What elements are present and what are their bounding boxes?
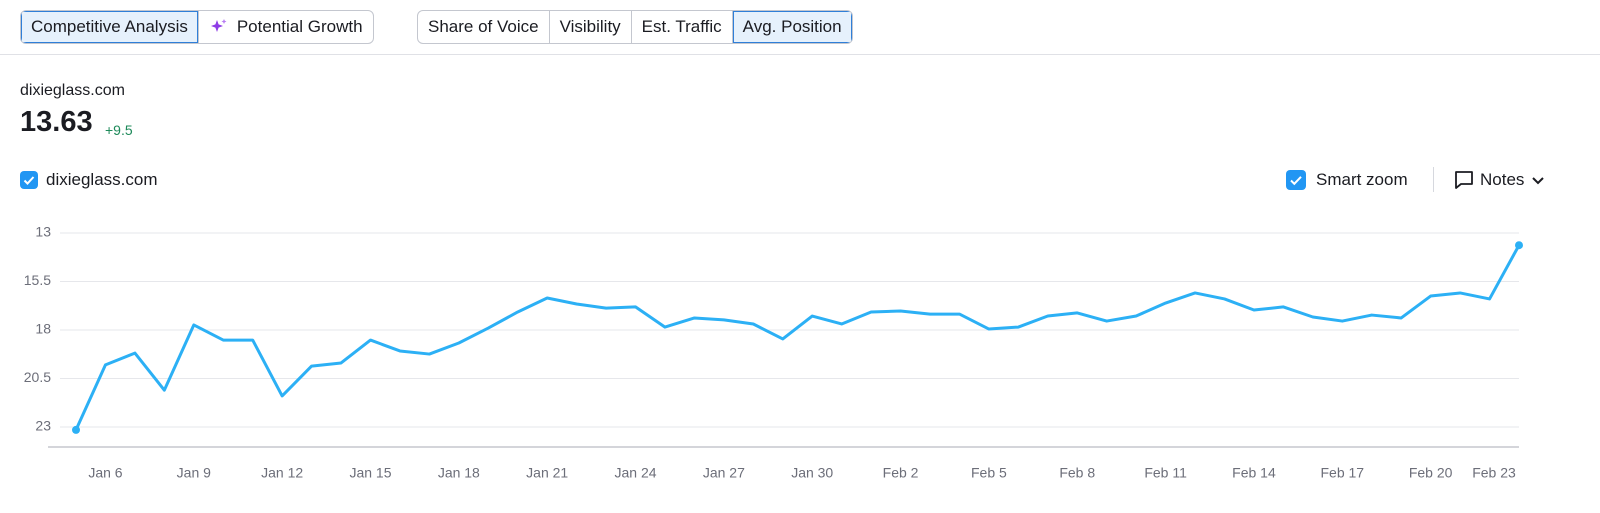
notes-label: Notes — [1480, 170, 1525, 189]
x-tick-label: Feb 5 — [971, 465, 1007, 481]
tab-label: Share of Voice — [428, 17, 539, 36]
domain: dixieglass.com — [20, 82, 125, 99]
legend-item[interactable]: dixieglass.com — [20, 170, 158, 190]
notes-icon — [1455, 171, 1473, 189]
tab[interactable]: Est. Traffic — [630, 11, 732, 43]
tab-label: Potential Growth — [236, 17, 363, 36]
tab-label: Competitive Analysis — [31, 17, 188, 36]
x-tick-label: Jan 18 — [438, 465, 480, 481]
tab-label: Avg. Position — [742, 17, 842, 36]
value: 13.63 — [20, 106, 93, 138]
mode-tabs: Competitive Analysis Potential Growth — [20, 10, 374, 44]
x-tick-label: Jan 24 — [615, 465, 657, 481]
tab-label: Visibility — [559, 17, 621, 36]
x-tick-label: Feb 17 — [1321, 465, 1365, 481]
x-tick-label: Feb 8 — [1059, 465, 1095, 481]
checkbox — [1286, 170, 1306, 190]
checkbox — [20, 171, 38, 189]
x-tick-label: Feb 20 — [1409, 465, 1453, 481]
y-tick-label: 15.5 — [24, 272, 51, 288]
chevron — [1532, 177, 1545, 185]
x-tick-label: Jan 21 — [526, 465, 568, 481]
tab[interactable]: Avg. Position — [731, 11, 852, 43]
y-tick-label: 23 — [35, 418, 51, 434]
x-tick-label: Jan 9 — [177, 465, 211, 481]
change: +9.5 — [105, 122, 133, 138]
tab-label: Est. Traffic — [641, 17, 722, 36]
smart-zoom[interactable]: Smart zoom — [1286, 170, 1408, 190]
end-point — [72, 425, 80, 434]
x-tick-label: Jan 30 — [791, 465, 833, 481]
x-tick-label: Feb 2 — [883, 465, 919, 481]
line — [74, 244, 1521, 431]
x-tick-label: Jan 27 — [703, 465, 745, 481]
x-tick-label: Feb 23 — [1472, 465, 1516, 481]
tab[interactable]: Competitive Analysis — [21, 11, 198, 43]
tab[interactable]: Potential Growth — [197, 11, 373, 43]
smart-zoom-label: Smart zoom — [1316, 170, 1408, 189]
legend-label: dixieglass.com — [46, 170, 158, 189]
y-tick-label: 13 — [35, 224, 51, 240]
sparkle-icon — [210, 19, 227, 32]
y-tick-label: 18 — [35, 321, 51, 337]
x-tick-label: Jan 15 — [349, 465, 391, 481]
x-tick-label: Jan 6 — [88, 465, 122, 481]
y-tick-label: 20.5 — [24, 369, 51, 385]
metric-tabs: Share of Voice Visibility Est. Traffic Avg.… — [417, 10, 853, 44]
x-tick-label: Feb 11 — [1144, 465, 1187, 481]
end-point — [1515, 241, 1523, 250]
x-tick-label: Jan 12 — [261, 465, 303, 481]
notes-button[interactable]: Notes — [1454, 170, 1546, 190]
tab[interactable]: Share of Voice — [418, 11, 549, 43]
tab[interactable]: Visibility — [548, 11, 631, 43]
x-tick-label: Feb 14 — [1232, 465, 1276, 481]
